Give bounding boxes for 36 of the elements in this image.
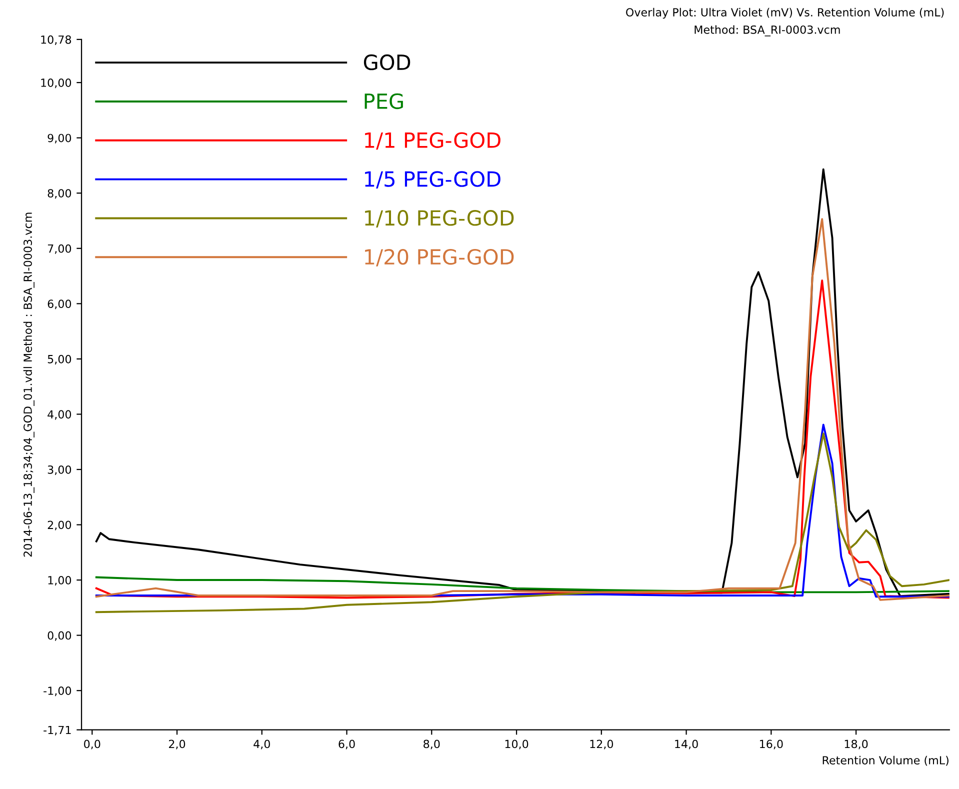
- text: 1/1 PEG-GOD: [365, 132, 500, 150]
- y-tick-label: 7,00: [48, 244, 72, 254]
- text: 1/5 PEG-GOD: [365, 171, 500, 189]
- x-tick-label: 4,0: [254, 740, 270, 750]
- y-tick-label: 3,00: [48, 465, 72, 475]
- chart-subtitle: Method: BSA_RI-0003.vcm: [694, 25, 840, 36]
- x-tick-label: 2,0: [168, 740, 186, 750]
- x-tick-label: 12,0: [590, 740, 614, 750]
- y-tick-label: 10,78: [41, 35, 72, 45]
- x-tick-label: 18,0: [844, 740, 868, 750]
- x-tick-label: 8,0: [424, 740, 440, 750]
- y-tick-label: 5,00: [48, 354, 72, 364]
- y-tick-label: 4,00: [48, 410, 72, 420]
- text: 1/20 PEG-GOD: [365, 248, 514, 266]
- y-tick-label: 8,00: [48, 189, 72, 199]
- x-tick-label: 0,0: [84, 740, 100, 750]
- y-tick-label: 1,00: [48, 576, 72, 586]
- y-tick-label: 0,00: [48, 631, 72, 641]
- y-tick-label: 2,00: [48, 520, 72, 530]
- x-tick-label: 10,0: [505, 740, 528, 750]
- y-tick-label: 6,00: [48, 300, 72, 310]
- y-tick-label: -1,00: [44, 686, 72, 696]
- y-tick-label: 9,00: [48, 134, 72, 144]
- text: GOD: [364, 54, 410, 70]
- y-tick-label: -1,71: [44, 726, 71, 736]
- chart-title: Overlay Plot: Ultra Violet (mV) Vs. Retention Volume (mL): [626, 8, 944, 19]
- line-series: [95, 576, 950, 594]
- x-tick-label: 16,0: [760, 740, 783, 750]
- y-tick-label: 10,00: [41, 78, 72, 88]
- x-tick-label: 6,0: [338, 740, 355, 750]
- text: PEG: [364, 93, 403, 110]
- y-axis-title: 2014-06-13_18;34;04_GOD_01.vdl Method : BSA_RI-0003.vcm: [23, 212, 34, 557]
- x-axis-title: Retention Volume (mL): [822, 756, 948, 766]
- x-tick-label: 14,0: [675, 740, 698, 750]
- text: 1/10 PEG-GOD: [365, 210, 514, 228]
- line-series: [95, 279, 950, 599]
